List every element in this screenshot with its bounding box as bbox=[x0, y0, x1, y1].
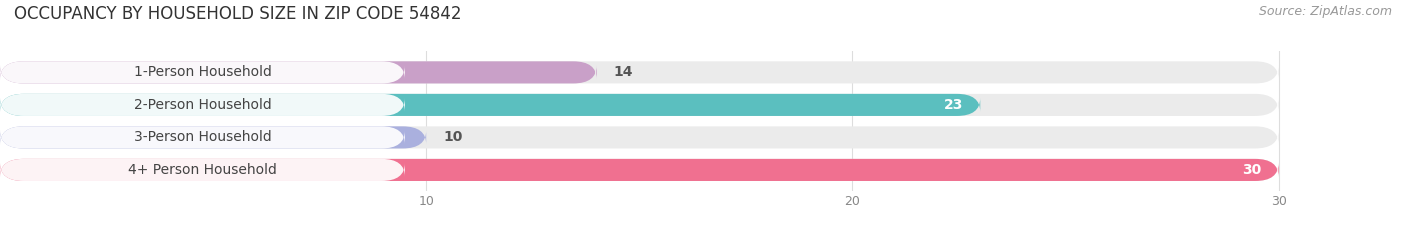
Text: 2-Person Household: 2-Person Household bbox=[134, 98, 271, 112]
Text: 3-Person Household: 3-Person Household bbox=[134, 130, 271, 144]
FancyBboxPatch shape bbox=[0, 159, 1278, 181]
Text: 1-Person Household: 1-Person Household bbox=[134, 65, 271, 79]
FancyBboxPatch shape bbox=[0, 126, 1278, 148]
Text: Source: ZipAtlas.com: Source: ZipAtlas.com bbox=[1258, 5, 1392, 18]
Text: 23: 23 bbox=[943, 98, 963, 112]
FancyBboxPatch shape bbox=[0, 61, 1278, 83]
FancyBboxPatch shape bbox=[0, 61, 405, 83]
Text: 30: 30 bbox=[1243, 163, 1261, 177]
Text: 4+ Person Household: 4+ Person Household bbox=[128, 163, 277, 177]
FancyBboxPatch shape bbox=[0, 159, 1278, 181]
Text: OCCUPANCY BY HOUSEHOLD SIZE IN ZIP CODE 54842: OCCUPANCY BY HOUSEHOLD SIZE IN ZIP CODE … bbox=[14, 5, 461, 23]
FancyBboxPatch shape bbox=[0, 94, 980, 116]
FancyBboxPatch shape bbox=[0, 126, 405, 148]
FancyBboxPatch shape bbox=[0, 94, 1278, 116]
Text: 10: 10 bbox=[443, 130, 463, 144]
FancyBboxPatch shape bbox=[0, 126, 426, 148]
FancyBboxPatch shape bbox=[0, 94, 405, 116]
FancyBboxPatch shape bbox=[0, 61, 596, 83]
FancyBboxPatch shape bbox=[0, 159, 405, 181]
Text: 14: 14 bbox=[613, 65, 633, 79]
